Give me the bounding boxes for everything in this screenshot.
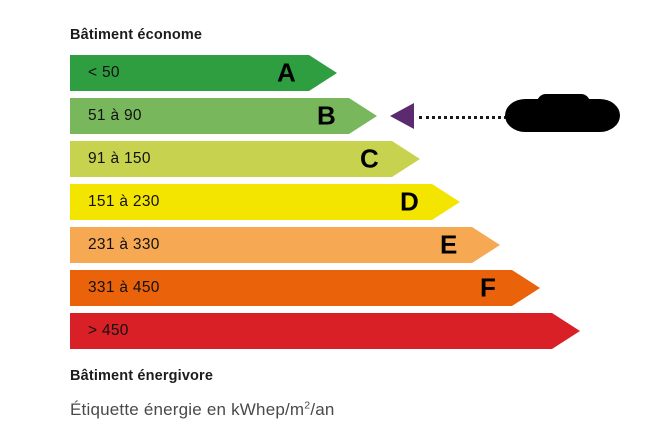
rating-marker-arrow	[390, 103, 414, 129]
unit-suffix: /an	[310, 400, 335, 419]
band-letter-b: B	[317, 100, 336, 131]
energy-band-a: < 50 A	[70, 55, 337, 91]
band-letter-e: E	[440, 229, 458, 260]
band-range-label-a: < 50	[88, 64, 120, 81]
band-letter-d: D	[400, 186, 419, 217]
bottom-caption: Bâtiment énergivore	[70, 368, 214, 384]
energy-band-e: 231 à 330 E	[70, 227, 500, 263]
energy-band-d: 151 à 230 D	[70, 184, 460, 220]
band-range-label-f: 331 à 450	[88, 279, 160, 296]
energy-band-c: 91 à 150 C	[70, 141, 420, 177]
energy-band-b: 51 à 90 B	[70, 98, 377, 134]
redacted-value-blob	[505, 94, 620, 132]
band-range-label-g: > 450	[88, 322, 129, 339]
rating-marker-dotted-line	[419, 116, 507, 119]
top-caption: Bâtiment économe	[70, 27, 203, 43]
energy-band-scale: < 50 A 51 à 90 B 91 à 150 C 151 à 230 D 231 à 33…	[70, 55, 630, 355]
band-range-label-b: 51 à 90	[88, 107, 142, 124]
unit-prefix: Étiquette énergie en kWhep/m	[70, 400, 305, 419]
unit-exponent: 2	[304, 399, 311, 412]
unit-caption: Étiquette énergie en kWhep/m2/an	[70, 400, 335, 420]
band-range-label-d: 151 à 230	[88, 193, 160, 210]
band-letter-f: F	[480, 272, 496, 303]
band-letter-c: C	[360, 143, 379, 174]
band-letter-a: A	[277, 57, 296, 88]
energy-band-f: 331 à 450 F	[70, 270, 540, 306]
energy-band-g: > 450	[70, 313, 580, 349]
band-range-label-c: 91 à 150	[88, 150, 151, 167]
band-range-label-e: 231 à 330	[88, 236, 160, 253]
